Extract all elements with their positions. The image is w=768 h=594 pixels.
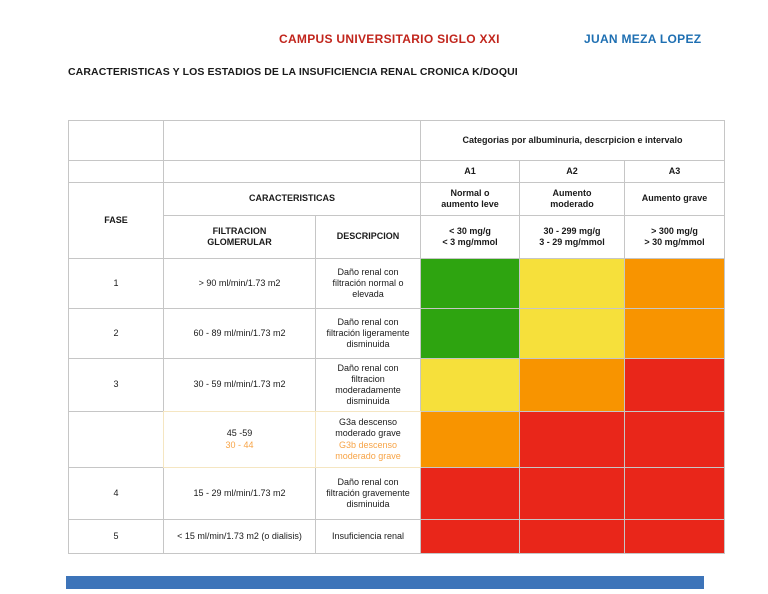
risk-cell-a2 <box>519 519 625 554</box>
g3b-range: 30 - 44 <box>225 439 254 450</box>
fase-value: 2 <box>68 308 164 359</box>
filtracion-value: 15 - 29 ml/min/1.73 m2 <box>163 467 316 520</box>
table-row-fase-2: 2 60 - 89 ml/min/1.73 m2 Daño renal con … <box>68 308 726 359</box>
risk-cell-a2 <box>519 467 625 520</box>
table-row-fase-1: 1 > 90 ml/min/1.73 m2 Daño renal con fil… <box>68 258 726 309</box>
category-range-a1: < 30 mg/g < 3 mg/mmol <box>420 215 520 259</box>
risk-cell-a2 <box>519 258 625 309</box>
empty-cell <box>163 160 421 183</box>
g3b-descripcion: G3b descenso moderado grave <box>335 439 401 461</box>
empty-cell <box>68 160 164 183</box>
risk-cell-a1 <box>420 308 520 359</box>
category-code-a1: A1 <box>420 160 520 183</box>
fase-value: 4 <box>68 467 164 520</box>
fase-header-cell: FASE <box>68 182 164 259</box>
table-row-g3: 45 -59 30 - 44 G3a descenso moderado gra… <box>68 411 726 469</box>
category-code-a3: A3 <box>623 160 726 183</box>
risk-cell-a2 <box>519 308 625 359</box>
descripcion-value-g3: G3a descenso moderado grave G3b descenso… <box>315 411 422 469</box>
risk-cell-a3 <box>623 258 726 309</box>
fase-value: 1 <box>68 258 164 309</box>
table-row-fase-4: 4 15 - 29 ml/min/1.73 m2 Daño renal con … <box>68 467 726 520</box>
category-name-a1: Normal o aumento leve <box>420 182 520 216</box>
descripcion-value: Daño renal con filtración gravemente dis… <box>315 467 421 520</box>
category-name-line: moderado <box>550 199 594 209</box>
range-line: 3 - 29 mg/mmol <box>539 237 605 247</box>
fase-value: 5 <box>68 519 164 554</box>
filtracion-header-cell: FILTRACION GLOMERULAR <box>163 215 316 259</box>
range-line: > 30 mg/mmol <box>644 237 705 247</box>
caracteristicas-header-cell: CARACTERISTICAS <box>163 182 421 216</box>
filtracion-value: > 90 ml/min/1.73 m2 <box>163 258 316 309</box>
header-row-category-codes: A1 A2 A3 <box>68 160 726 183</box>
descripcion-value: Daño renal con filtracion moderadamente … <box>315 358 421 412</box>
range-line: < 3 mg/mmol <box>442 237 498 247</box>
filtracion-header-line: GLOMERULAR <box>207 237 272 247</box>
filtracion-value: 30 - 59 ml/min/1.73 m2 <box>163 358 316 412</box>
risk-cell-a1 <box>420 358 520 412</box>
risk-cell-a1 <box>420 519 520 554</box>
category-range-a3: > 300 mg/g > 30 mg/mmol <box>623 215 726 259</box>
risk-cell-a1 <box>420 258 520 309</box>
category-name-line: Normal o <box>450 187 490 198</box>
table-row-fase-5: 5 < 15 ml/min/1.73 m2 (o dialisis) Insuf… <box>68 519 726 554</box>
risk-cell-a3 <box>623 358 726 412</box>
category-range-a2: 30 - 299 mg/g 3 - 29 mg/mmol <box>519 215 625 259</box>
empty-cell <box>163 120 421 161</box>
document-title: CARACTERISTICAS Y LOS ESTADIOS DE LA INS… <box>68 66 518 78</box>
header-author: JUAN MEZA LOPEZ <box>584 32 702 46</box>
albuminuria-header-cell: Categorias por albuminuria, descrpicion … <box>419 120 726 161</box>
descripcion-value: Daño renal con filtración normal o eleva… <box>315 258 421 309</box>
filtracion-header-line: FILTRACION <box>212 225 267 236</box>
header-row-albuminuria: Categorias por albuminuria, descrpicion … <box>68 120 726 161</box>
category-name-a2: Aumento moderado <box>519 182 625 216</box>
range-line: > 300 mg/g <box>651 225 698 236</box>
risk-cell-a1 <box>420 411 520 468</box>
risk-cell-a1 <box>420 467 520 520</box>
risk-cell-a2 <box>519 411 625 468</box>
filtracion-value-g3: 45 -59 30 - 44 <box>163 411 317 469</box>
empty-cell <box>68 120 164 161</box>
risk-cell-a3 <box>623 519 726 554</box>
category-name-line: Aumento grave <box>641 193 708 204</box>
fase-value: 3 <box>68 358 164 412</box>
risk-cell-a3 <box>623 467 726 520</box>
risk-cell-a3 <box>623 308 726 359</box>
filtracion-value: 60 - 89 ml/min/1.73 m2 <box>163 308 316 359</box>
category-code-a2: A2 <box>519 160 625 183</box>
g3a-range: 45 -59 <box>226 428 253 439</box>
category-name-line: Aumento <box>552 187 592 198</box>
ckd-stages-table: Categorias por albuminuria, descrpicion … <box>68 120 726 554</box>
descripcion-header-cell: DESCRIPCION <box>315 215 421 259</box>
header-row-subcolumns: FILTRACION GLOMERULAR DESCRIPCION < 30 m… <box>69 215 726 259</box>
fase-value <box>68 411 164 468</box>
table-row-fase-3: 3 30 - 59 ml/min/1.73 m2 Daño renal con … <box>68 358 726 412</box>
range-line: < 30 mg/g <box>449 225 491 236</box>
header-row-caracteristicas: FASE CARACTERISTICAS Normal o aumento le… <box>68 182 726 259</box>
category-name-line: aumento leve <box>441 199 499 209</box>
filtracion-value: < 15 ml/min/1.73 m2 (o dialisis) <box>163 519 316 554</box>
header-brand: CAMPUS UNIVERSITARIO SIGLO XXI <box>279 32 500 46</box>
g3a-descripcion: G3a descenso moderado grave <box>335 417 401 439</box>
risk-cell-a2 <box>519 358 625 412</box>
footer-bar <box>66 576 704 589</box>
category-name-a3: Aumento grave <box>623 182 726 216</box>
descripcion-value: Daño renal con filtración ligeramente di… <box>315 308 421 359</box>
risk-cell-a3 <box>623 411 726 468</box>
range-line: 30 - 299 mg/g <box>543 225 601 236</box>
descripcion-value: Insuficiencia renal <box>315 519 421 554</box>
